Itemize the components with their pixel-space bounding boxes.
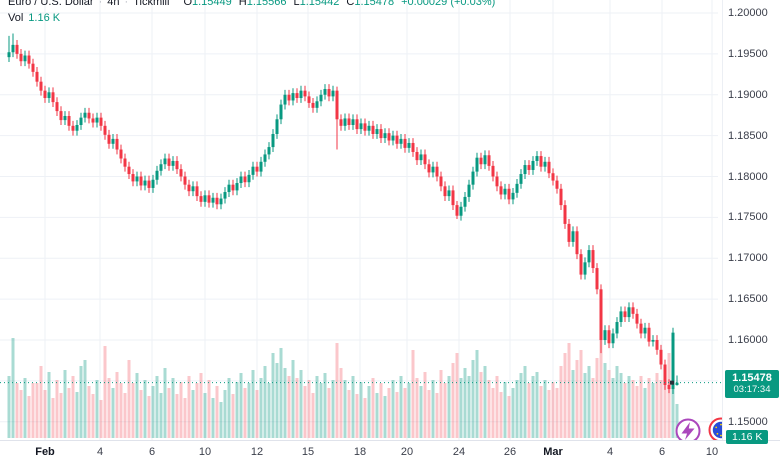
change-value: +0.00029 (+0.03%) [401,0,496,8]
time-axis-label: 10 [198,446,212,458]
time-axis[interactable]: Feb 4 6 10 12 15 18 20 24 26 Mar 4 6 10 [0,440,780,471]
volume-axis-badge: 1.16 K [726,430,769,444]
time-axis-label: 4 [606,446,614,458]
price-axis-label: 1.15000 [728,415,768,428]
time-axis-label: 12 [250,446,264,458]
time-axis-label: 18 [353,446,367,458]
time-axis-label: 6 [148,446,156,458]
vol-value: 1.16 K [28,12,61,24]
volume-legend[interactable]: Vol 1.16 K [8,12,60,24]
time-axis-label: Feb [35,446,55,458]
price-axis-label: 1.19000 [728,88,768,101]
data-provider-label[interactable]: Tickmill [133,0,170,8]
grid-lines [0,0,718,440]
ohlc-high-letter: H [238,0,247,8]
current-price-badge: 1.15478 03:17:34 [725,369,779,398]
timeframe-label[interactable]: 4h [107,0,120,8]
price-axis-label: 1.17500 [728,211,768,224]
ohlc-low: L1.15442 [293,0,339,8]
time-axis-label: 26 [503,446,517,458]
price-axis-label: 1.18000 [728,170,768,183]
price-axis-label: 1.16500 [728,293,768,306]
separator-dot: · [124,0,129,8]
separator-dot: · [98,0,103,8]
price-axis-label: 1.20000 [728,7,768,19]
ohlc-open-letter: O [183,0,192,8]
price-line-marker [670,380,674,385]
price-axis-label: 1.17000 [728,252,768,265]
vol-label: Vol [8,12,24,24]
ohlc-high-value: 1.15566 [246,0,287,8]
current-price-value: 1.15478 [732,371,772,384]
price-axis-label: 1.18500 [728,129,768,142]
bar-countdown-timer: 03:17:34 [733,383,771,395]
ohlc-low-letter: L [293,0,300,8]
ohlc-low-value: 1.15442 [299,0,340,8]
ohlc-open-value: 1.15449 [192,0,232,8]
time-axis-label: 24 [452,446,466,458]
ohlc-values: O1.15449 H1.15566 L1.15442 C1.15478 +0.0… [183,0,495,8]
price-axis-label: 1.19500 [728,47,768,60]
symbol-title[interactable]: Euro / U.S. Dollar [8,0,94,8]
volume-bars [7,338,679,438]
time-axis-label: 20 [400,446,414,458]
symbol-legend[interactable]: Euro / U.S. Dollar · 4h · Tickmill O1.15… [8,0,495,8]
ohlc-close: C1.15478 [346,0,394,8]
price-axis[interactable]: 1.20000 1.19500 1.19000 1.18500 1.18000 1.175… [722,0,780,440]
ohlc-close-value: 1.15478 [354,0,395,8]
time-axis-label: 6 [658,446,666,458]
ohlc-open: O1.15449 [183,0,231,8]
ohlc-high: H1.15566 [239,0,287,8]
ohlc-close-letter: C [346,0,355,8]
time-axis-label: 15 [301,446,315,458]
time-axis-label: 4 [96,446,104,458]
time-axis-label: Mar [543,446,563,458]
time-axis-label: 10 [705,446,719,458]
price-axis-label: 1.16000 [728,334,768,346]
current-price-line [0,380,725,385]
